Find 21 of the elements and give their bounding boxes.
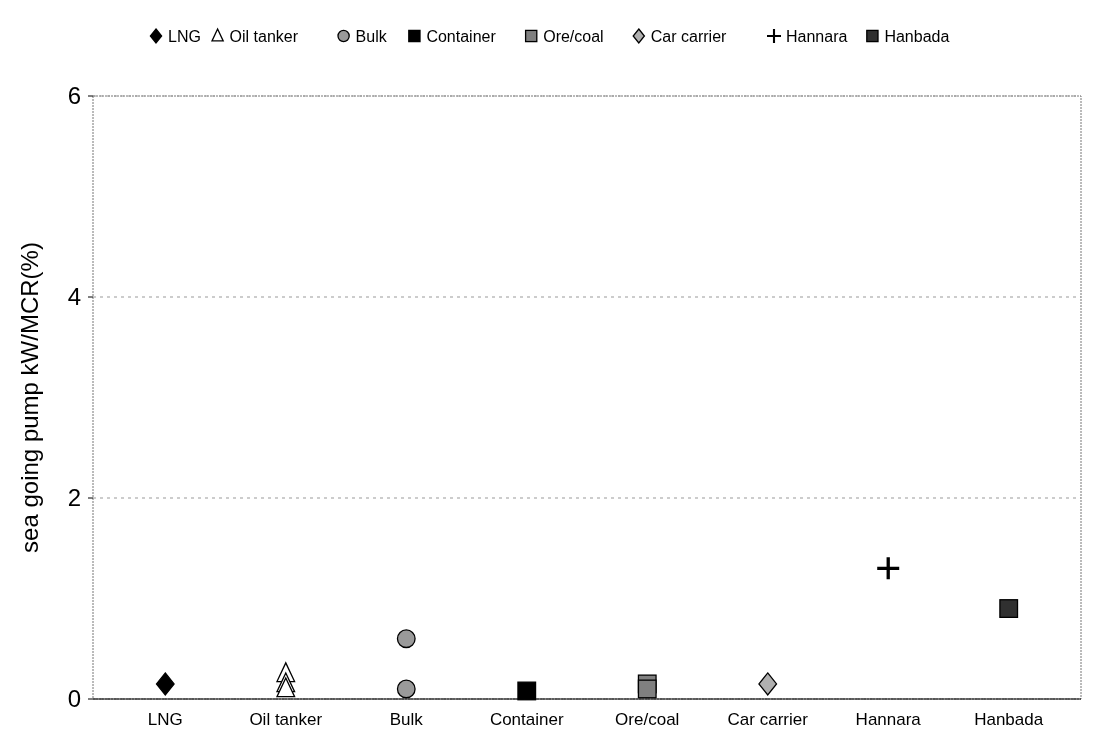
x-tick-label: Car carrier — [727, 710, 809, 729]
x-tick-label: Hannara — [855, 710, 922, 729]
y-tick-label: 2 — [67, 484, 81, 512]
y-tick-label: 0 — [67, 685, 81, 713]
legend-label: Bulk — [355, 27, 388, 45]
legend-label: Ore/coal — [543, 27, 604, 45]
legend-label: Hanbada — [884, 27, 950, 45]
legend-label: Container — [426, 27, 497, 45]
x-tick-label: Ore/coal — [615, 710, 680, 729]
x-tick-label: Container — [489, 710, 564, 729]
x-tick-label: Hanbada — [974, 710, 1044, 729]
x-tick-label: Bulk — [389, 710, 424, 729]
legend-label: Hannara — [786, 27, 848, 45]
legend-label: LNG — [168, 27, 201, 45]
x-tick-label: Oil tanker — [249, 710, 323, 729]
x-tick-label: LNG — [147, 710, 183, 729]
legend-label: Oil tanker — [229, 27, 299, 45]
legend-label: Car carrier — [650, 27, 728, 45]
y-axis-title: sea going pump kW/MCR(%) — [16, 242, 43, 553]
y-tick-label: 4 — [67, 283, 81, 311]
y-tick-label: 6 — [67, 82, 81, 110]
